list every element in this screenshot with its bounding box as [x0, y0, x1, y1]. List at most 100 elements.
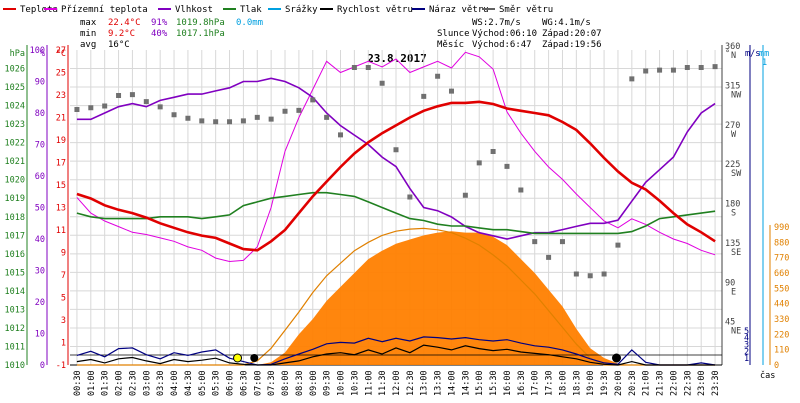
wind-direction-point	[157, 104, 163, 110]
x-axis-label: čas	[760, 370, 775, 381]
legend-label-3: Tlak	[240, 5, 262, 15]
x-tick-label-19: 10:00	[337, 370, 347, 396]
info-ws: WS:2.7m/s	[472, 18, 521, 28]
legend-label-6: Náraz větru	[429, 5, 489, 15]
direction-tick-compass-4: SW	[731, 169, 742, 179]
temperature-tick-label-3: 5	[61, 294, 66, 304]
pressure-tick-label-10: 1020	[5, 176, 25, 186]
pressure-tick-label-8: 1018	[5, 213, 25, 223]
x-tick-label-12: 06:30	[239, 370, 249, 396]
wind-direction-point	[185, 115, 191, 121]
direction-tick-label-7: 360	[725, 42, 740, 52]
x-tick-label-17: 09:00	[309, 370, 319, 396]
x-tick-label-37: 19:00	[586, 370, 596, 396]
x-tick-label-21: 11:00	[364, 370, 374, 396]
stats-label-avg: avg	[80, 40, 96, 50]
x-tick-label-24: 12:30	[406, 370, 416, 396]
x-tick-label-29: 15:00	[475, 370, 485, 396]
wind-direction-point	[338, 132, 344, 138]
wind-tick-label-2: 2	[744, 347, 749, 357]
radiation-tick-label-2: 220	[774, 330, 789, 340]
wind-direction-point	[254, 114, 260, 120]
wind-direction-point	[629, 76, 635, 82]
stats-temp-avg: 16°C	[108, 40, 130, 50]
direction-tick-compass-5: W	[731, 130, 737, 140]
info-sunrise: Východ:06:10	[472, 29, 537, 39]
x-tick-label-16: 08:30	[295, 370, 305, 396]
wind-direction-point	[587, 273, 593, 279]
pressure-axis-title: hPa	[10, 49, 25, 59]
wind-direction-point	[615, 242, 621, 248]
pressure-tick-label-5: 1015	[5, 268, 25, 278]
x-tick-label-9: 05:00	[198, 370, 208, 396]
x-tick-label-27: 14:00	[447, 370, 457, 396]
stats-press-max: 1019.8hPa	[176, 18, 225, 28]
wind-direction-point	[88, 105, 94, 111]
x-tick-label-3: 02:00	[115, 370, 125, 396]
wind-direction-point	[462, 192, 468, 198]
x-tick-label-5: 03:00	[142, 370, 152, 396]
pressure-tick-label-6: 1016	[5, 250, 25, 260]
radiation-area	[76, 231, 716, 365]
x-tick-label-32: 16:30	[517, 370, 527, 396]
stats-hum-max: 91%	[151, 18, 168, 28]
humidity-tick-label-10: 100	[30, 46, 45, 56]
x-tick-label-28: 14:30	[461, 370, 471, 396]
series-line-temperature	[76, 100, 716, 252]
plot-area	[70, 51, 722, 366]
chart-title: 23.8.2017	[367, 52, 427, 65]
wind-direction-point	[657, 67, 663, 73]
humidity-tick-label-6: 60	[35, 172, 45, 182]
x-tick-label-2: 01:30	[101, 370, 111, 396]
pressure-tick-label-4: 1014	[5, 287, 25, 297]
wind-direction-point	[393, 147, 399, 153]
wind-direction-point	[74, 107, 80, 112]
direction-tick-label-3: 180	[725, 200, 740, 210]
wind-direction-point	[546, 254, 552, 260]
temperature-tick-label-6: 11	[56, 226, 66, 236]
info-sunset: Západ:20:07	[542, 29, 602, 39]
x-tick-label-30: 15:30	[489, 370, 499, 396]
x-tick-label-40: 20:30	[628, 370, 638, 396]
x-tick-label-4: 02:30	[128, 370, 138, 396]
axes: hPa1010101110121013101410151016101710181…	[5, 42, 790, 396]
radiation-tick-label-1: 110	[774, 346, 789, 356]
sunrise-marker	[233, 353, 243, 363]
wind-direction-point	[282, 108, 288, 114]
wind-direction-point	[116, 93, 122, 98]
radiation-tick-label-5: 550	[774, 284, 789, 294]
stats-press-min: 1017.1hPa	[176, 29, 225, 39]
wind-direction-point	[518, 187, 524, 193]
pressure-tick-label-16: 1026	[5, 65, 25, 75]
x-tick-label-23: 12:00	[392, 370, 402, 396]
x-tick-label-36: 18:30	[572, 370, 582, 396]
x-tick-label-35: 18:00	[558, 370, 568, 396]
wind-direction-point	[504, 163, 510, 169]
humidity-tick-label-9: 90	[35, 78, 45, 88]
radiation-tick-label-4: 440	[774, 300, 789, 310]
wind-direction-point	[213, 119, 219, 125]
temperature-tick-label-0: -1	[56, 361, 66, 371]
x-tick-label-15: 08:00	[281, 370, 291, 396]
wind-direction-point	[351, 65, 357, 70]
x-tick-label-43: 22:00	[669, 370, 679, 396]
wind-direction-point	[199, 118, 205, 124]
wind-tick-label-3: 3	[744, 340, 749, 350]
wind-direction-point	[407, 194, 413, 200]
pressure-tick-label-9: 1019	[5, 194, 25, 204]
info-block: WS:2.7m/s WG:4.1m/s Slunce Východ:06:10 …	[437, 18, 602, 50]
x-tick-label-10: 05:30	[212, 370, 222, 396]
radiation-tick-label-8: 880	[774, 238, 789, 248]
x-tick-label-1: 01:00	[87, 370, 97, 396]
wind-direction-point	[324, 114, 330, 120]
legend-label-1: Přízemní teplota	[61, 5, 148, 15]
pressure-tick-label-12: 1022	[5, 139, 25, 149]
direction-tick-label-4: 225	[725, 160, 740, 170]
wind-direction-point	[143, 99, 149, 105]
x-tick-label-34: 17:30	[545, 370, 555, 396]
pressure-tick-label-11: 1021	[5, 157, 25, 167]
radiation-tick-label-7: 770	[774, 254, 789, 264]
x-tick-label-31: 16:00	[503, 370, 513, 396]
radiation-tick-label-3: 330	[774, 315, 789, 325]
